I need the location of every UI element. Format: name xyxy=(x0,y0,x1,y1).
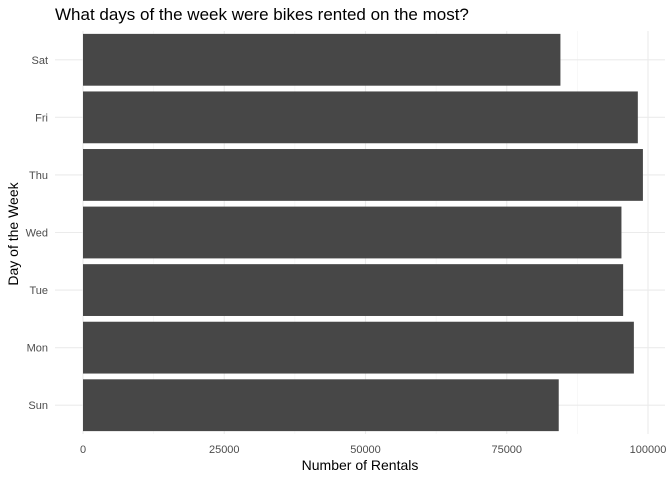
bar-thu xyxy=(83,149,643,201)
x-axis-title: Number of Rentals xyxy=(302,457,419,473)
x-tick-label: 50000 xyxy=(350,444,381,456)
bar-sat xyxy=(83,33,561,86)
bar-wed xyxy=(83,206,622,259)
y-axis-title: Day of the Week xyxy=(5,181,21,285)
y-tick-label: Fri xyxy=(35,112,48,124)
bars xyxy=(83,33,643,432)
y-tick-label: Sat xyxy=(31,55,48,67)
y-tick-label: Thu xyxy=(29,170,48,182)
bar-tue xyxy=(83,264,624,316)
y-tick-label: Sun xyxy=(28,400,48,412)
x-tick-label: 25000 xyxy=(209,444,240,456)
y-tick-label: Mon xyxy=(27,343,48,355)
y-tick-label: Wed xyxy=(26,228,48,240)
bar-mon xyxy=(83,321,634,374)
x-tick-label: 100000 xyxy=(630,444,667,456)
bar-fri xyxy=(83,91,638,144)
x-tick-label: 75000 xyxy=(491,444,522,456)
x-tick-label: 0 xyxy=(80,444,86,456)
x-axis-ticks: 0 25000 50000 75000 100000 xyxy=(80,444,666,456)
chart-title: What days of the week were bikes rented … xyxy=(55,5,469,24)
y-axis-ticks: Sun Mon Tue Wed Thu Fri Sat xyxy=(26,55,48,412)
bar-sun xyxy=(83,379,559,432)
y-tick-label: Tue xyxy=(29,285,48,297)
